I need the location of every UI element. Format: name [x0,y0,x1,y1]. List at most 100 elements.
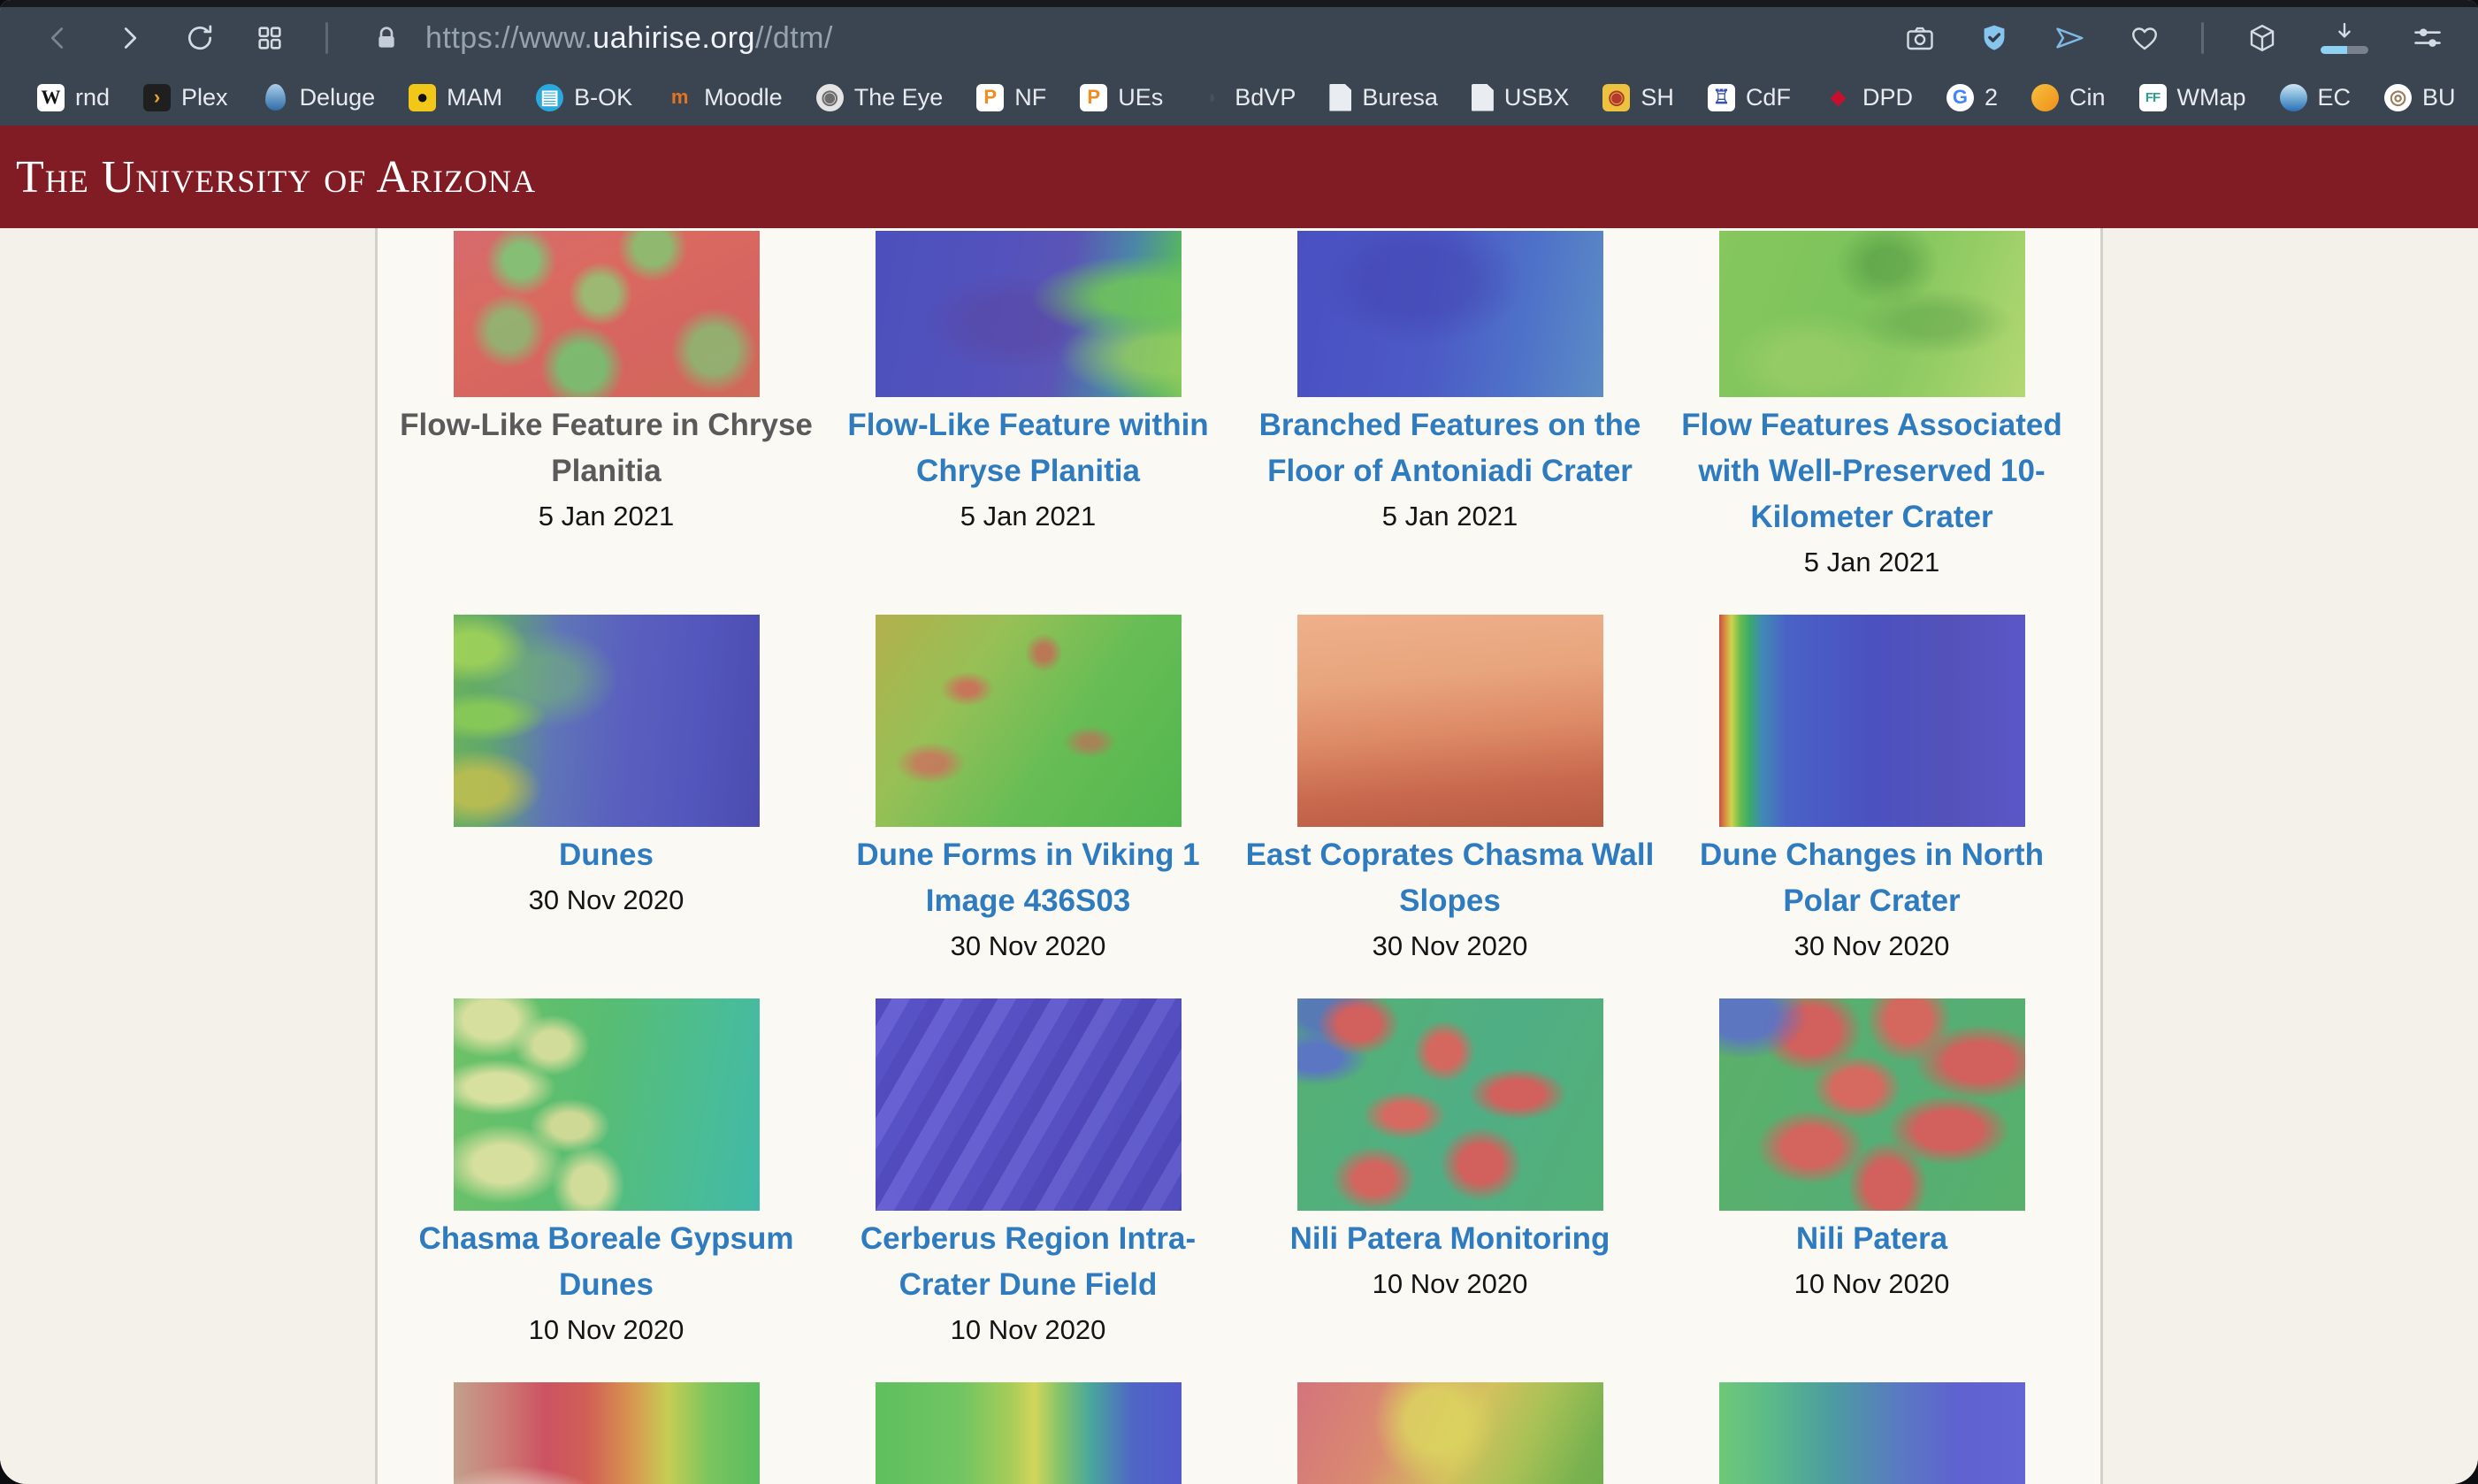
bookmark-label: BdVP [1235,83,1296,111]
dtm-card: Flow Features Associated with Well-Prese… [1661,231,2083,608]
bookmark-label: DPD [1862,83,1913,111]
bookmark-label: Moodle [704,83,783,111]
dtm-title-link[interactable]: Dune Changes in North Polar Crater [1700,838,2044,918]
forward-button[interactable] [113,22,145,54]
dtm-thumbnail-link[interactable] [453,615,760,827]
dtm-title-link[interactable]: Dune Forms in Viking 1 Image 436S03 [856,838,1200,918]
dtm-card [817,1382,1239,1484]
dtm-card [1661,1382,2083,1484]
dtm-thumbnail-link[interactable] [1718,615,2025,827]
dtm-title-link[interactable]: Chasma Boreale Gypsum Dunes [418,1221,794,1302]
dtm-title-link[interactable]: Flow Features Associated with Well-Prese… [1681,408,2062,534]
url-path: //dtm/ [754,20,833,55]
privacy-shield-button[interactable] [1978,22,2010,54]
dtm-thumbnail-link[interactable] [1296,231,1603,397]
dtm-date: 30 Nov 2020 [528,884,685,915]
bookmark-wmap[interactable]: FF WMap [2138,83,2246,111]
dtm-card: Branched Features on the Floor of Antoni… [1239,231,1661,608]
dtm-thumbnail-link[interactable] [1718,998,2025,1211]
moodle-icon: m [670,86,689,108]
send-icon [2056,27,2084,49]
dtm-thumbnail-link[interactable] [453,998,760,1211]
dtm-title-link[interactable]: Nili Patera Monitoring [1289,1221,1610,1256]
dtm-title-link[interactable]: Flow-Like Feature in Chryse Planitia [400,408,813,488]
screenshot-button[interactable] [1904,22,1936,54]
dtm-card: Flow-Like Feature in Chryse Planitia 5 Ja… [395,231,817,608]
bookmark-dpd[interactable]: ◆ DPD [1824,84,1913,111]
bookmark-buresa[interactable]: Buresa [1329,83,1438,111]
bookmark-plex[interactable]: › Plex [143,83,228,111]
bookmark-label: The Eye [853,83,944,111]
dtm-thumbnail-link[interactable] [875,998,1182,1211]
reload-button[interactable] [184,22,216,54]
extension-cube-button[interactable] [2246,22,2278,54]
bookmark-label: MAM [447,83,503,111]
bookmark-cdf[interactable]: ♖ CdF [1707,83,1791,111]
tab-overview-button[interactable] [255,23,285,53]
dtm-thumbnail-link[interactable] [453,231,760,397]
bookmark-ues[interactable]: P UEs [1080,83,1163,111]
forward-icon [124,27,137,49]
url-scheme: https://www. [425,20,593,55]
bookmark-deluge[interactable]: Deluge [262,84,375,111]
window-top-strip [0,0,2478,7]
mam-mouse-icon: ● [409,83,437,111]
dtm-thumbnail-link[interactable] [1296,615,1603,827]
dtm-title-link[interactable]: Flow-Like Feature within Chryse Planitia [847,408,1209,488]
dpd-parcel-icon: ◆ [1830,86,1846,108]
bookmark-label: rnd [75,83,111,111]
dtm-thumbnail-link[interactable] [1296,1382,1603,1484]
dtm-thumbnail-link[interactable] [875,1382,1182,1484]
sliders-icon [2414,28,2441,47]
bookmark-moodle[interactable]: m Moodle [666,84,783,111]
dtm-date: 30 Nov 2020 [1793,930,1950,961]
bookmark-nf[interactable]: P NF [976,83,1046,111]
dtm-thumbnail-link[interactable] [1296,998,1603,1211]
dtm-title-link[interactable]: Nili Patera [1795,1221,1948,1256]
bookmark-sh[interactable]: ◉ SH [1602,83,1674,111]
download-icon [2338,22,2351,38]
tab-grid-icon [258,27,281,50]
dtm-thumbnail-link[interactable] [1718,231,2025,397]
dtm-thumbnail-link[interactable] [453,1382,760,1484]
toolbar-separator-right [2201,22,2204,54]
bookmark-bu[interactable]: ◎ BU [2384,83,2456,111]
dtm-date: 30 Nov 2020 [1372,930,1528,961]
settings-sliders-button[interactable] [2411,21,2444,55]
dtm-gallery: Flow-Like Feature in Chryse Planitia 5 Ja… [375,228,2103,1484]
downloads-button[interactable] [2321,22,2368,54]
bookmark-page-button[interactable] [2129,22,2161,54]
dtm-row: Flow-Like Feature in Chryse Planitia 5 Ja… [378,231,2100,608]
dtm-title-link[interactable]: Cerberus Region Intra-Crater Dune Field [860,1221,1197,1302]
address-bar[interactable]: https://www.uahirise.org//dtm/ [425,21,833,56]
dtm-thumbnail-link[interactable] [875,615,1182,827]
bookmark-ec[interactable]: EC [2279,83,2351,111]
dtm-card: Nili Patera Monitoring 10 Nov 2020 [1239,998,1661,1375]
pixel-p-icon: P [976,83,1005,111]
crest-icon: ♖ [1707,83,1735,111]
wmap-letters-icon: FF [2138,83,2167,111]
bookmark-bdvp[interactable]: ◑ BdVP [1197,84,1296,111]
bookmark-mam[interactable]: ● MAM [409,83,503,111]
bookmark-b-ok[interactable]: ▤ B-OK [536,83,632,111]
bookmark-usbx[interactable]: USBX [1471,83,1569,111]
university-banner-title: The University of Arizona [16,151,536,203]
toolbar-separator [325,22,328,54]
google-g-icon: G [1946,83,1974,111]
cube-icon [2250,25,2275,51]
send-tab-button[interactable] [2053,21,2086,55]
back-button[interactable] [42,22,74,54]
dtm-thumbnail-link[interactable] [875,231,1182,397]
bookmark-cin[interactable]: Cin [2031,83,2106,111]
dtm-title-link[interactable]: East Coprates Chasma Wall Slopes [1245,838,1655,918]
dtm-thumbnail-link[interactable] [1718,1382,2025,1484]
bookmark-the-eye[interactable]: ◉ The Eye [815,83,944,111]
dtm-title-link[interactable]: Branched Features on the Floor of Antoni… [1258,408,1641,488]
dtm-card: Dunes 30 Nov 2020 [395,615,817,991]
dtm-title-link[interactable]: Dunes [559,838,654,872]
deluge-drop-icon [264,84,286,111]
